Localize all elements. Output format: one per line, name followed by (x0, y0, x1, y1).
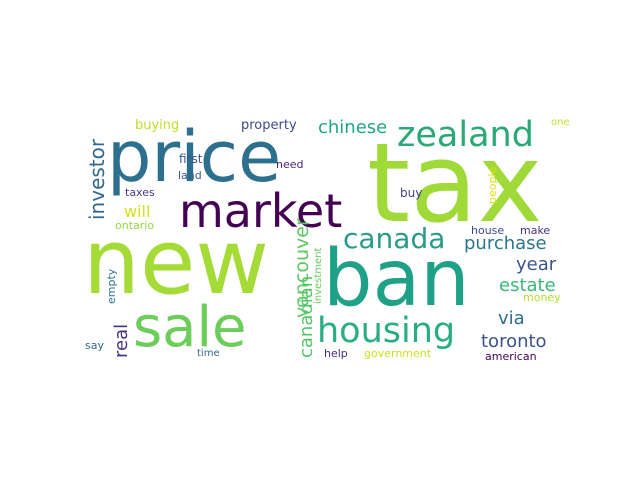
word-investment: investment (313, 247, 324, 304)
word-year: year (516, 254, 557, 275)
word-market: market (179, 184, 343, 238)
word-house: house (471, 224, 505, 237)
word-ontario: ontario (115, 219, 155, 232)
word-need: need (276, 158, 304, 171)
word-chinese: chinese (318, 117, 388, 138)
word-investor: investor (85, 138, 109, 220)
word-real: real (111, 323, 132, 358)
word-will: will (124, 202, 151, 221)
word-government: government (364, 347, 432, 360)
word-price: price (107, 116, 282, 198)
word-new: new (83, 210, 270, 315)
word-housing: housing (317, 311, 456, 351)
word-ban: ban (323, 234, 470, 324)
word-help: help (324, 347, 348, 360)
word-canada: canada (343, 222, 446, 255)
word-zealand: zealand (397, 115, 534, 155)
word-buy: buy (400, 186, 423, 200)
word-estate: estate (499, 275, 556, 296)
word-sale: sale (133, 295, 247, 360)
word-one: one (551, 117, 570, 128)
word-empty: empty (105, 268, 118, 304)
word-via: via (498, 308, 525, 329)
word-taxes: taxes (125, 186, 155, 199)
word-make: make (520, 224, 551, 237)
word-property: property (241, 118, 297, 133)
word-people: people (486, 166, 499, 204)
word-american: american (485, 350, 537, 363)
word-tax: tax (367, 119, 543, 247)
word-time: time (197, 348, 220, 359)
word-land: land (178, 169, 202, 182)
word-say: say (85, 339, 104, 352)
word-cloud: tax new ban price sale market zealand ho… (80, 118, 580, 368)
word-purchase: purchase (464, 233, 547, 254)
word-first: first (179, 152, 203, 166)
word-toronto: toronto (481, 331, 547, 352)
word-buying: buying (135, 118, 180, 133)
word-money: money (523, 291, 561, 304)
